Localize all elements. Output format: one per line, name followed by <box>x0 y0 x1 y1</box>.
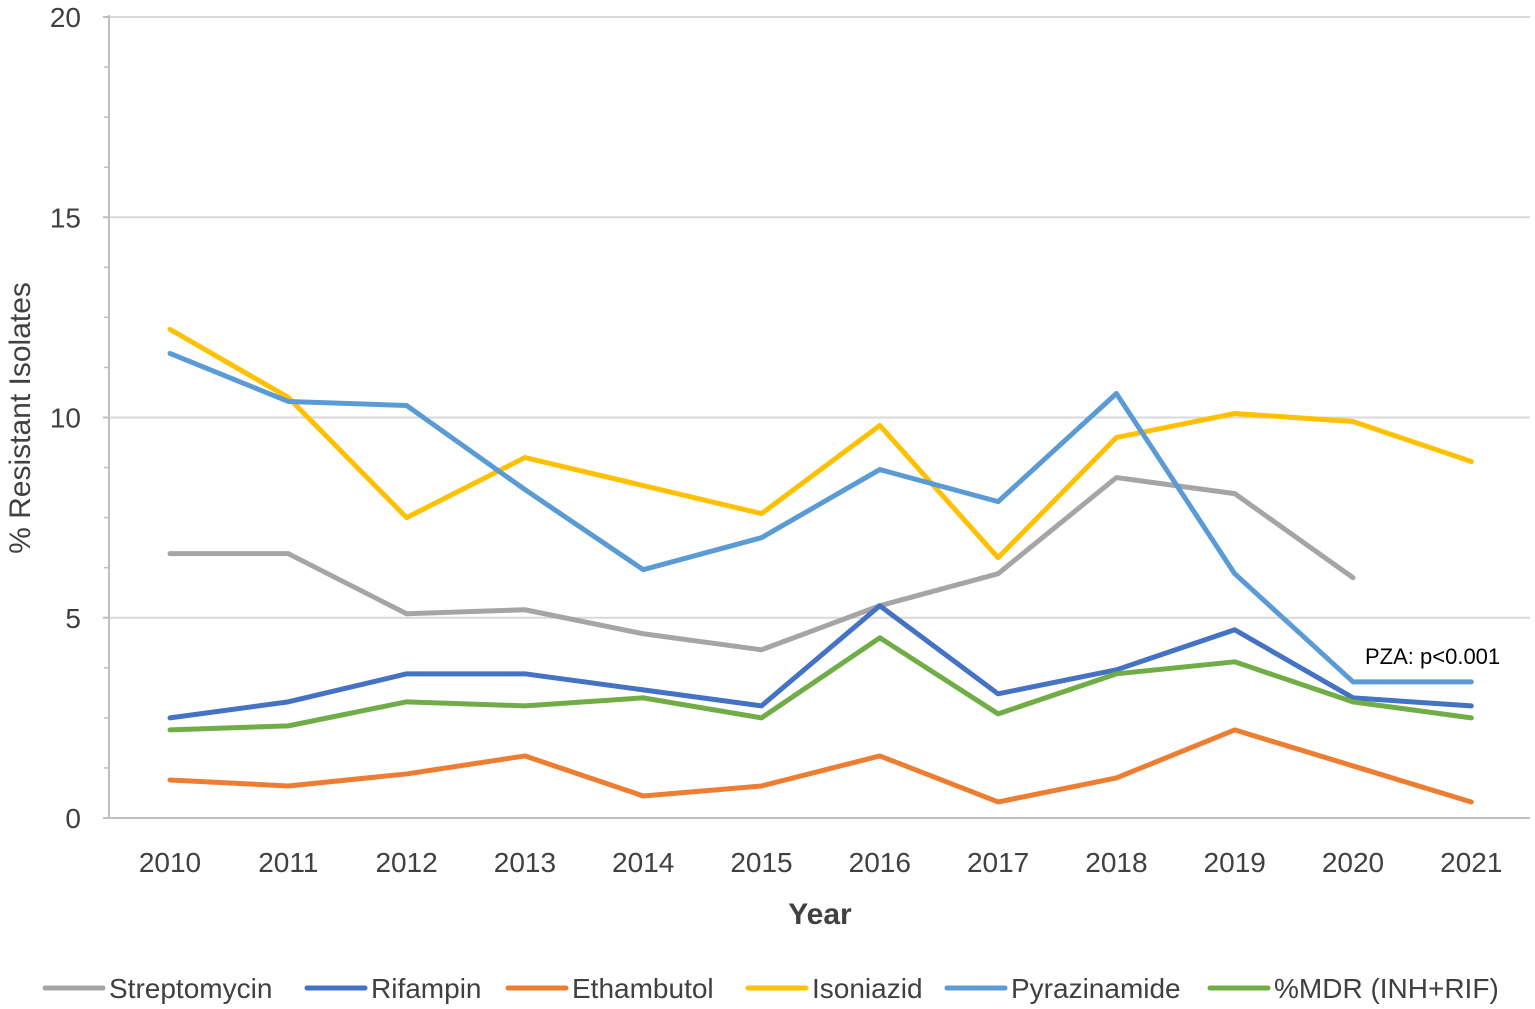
y-tick-label: 15 <box>50 202 81 233</box>
legend-label-streptomycin: Streptomycin <box>109 973 272 1004</box>
x-tick-label: 2011 <box>258 847 318 878</box>
x-axis-title: Year <box>788 898 852 931</box>
y-axis-title: % Resistant Isolates <box>4 282 37 554</box>
legend-label-isoniazid: Isoniazid <box>812 973 923 1004</box>
x-tick-label: 2014 <box>612 847 674 878</box>
x-tick-label: 2016 <box>849 847 911 878</box>
x-tick-label: 2015 <box>730 847 792 878</box>
gridlines <box>103 16 1530 819</box>
x-tick-label: 2019 <box>1204 847 1266 878</box>
x-tick-label: 2013 <box>494 847 556 878</box>
legend: Streptomycin Rifampin Ethambutol Isoniazid P… <box>42 973 1499 1004</box>
series-line-ethambutol <box>167 727 1474 805</box>
legend-label-mdr-inh-rif: %MDR (INH+RIF) <box>1274 973 1499 1004</box>
series-lines <box>167 326 1474 805</box>
x-tick-label: 2017 <box>967 847 1029 878</box>
series-line-mdr-inh-rif <box>167 635 1474 733</box>
x-tick-labels: 2010 2011 2012 2013 2014 2015 2016 2017 2018 2019… <box>139 847 1503 878</box>
annotations: PZA: p<0.001 <box>1365 644 1500 669</box>
y-tick-label: 10 <box>50 403 81 434</box>
series-line-streptomycin <box>167 475 1356 653</box>
series-line-rifampin <box>167 603 1474 721</box>
legend-label-ethambutol: Ethambutol <box>572 973 714 1004</box>
y-tick-labels: 0 5 10 15 20 <box>50 2 81 834</box>
y-tick-label: 0 <box>65 803 81 834</box>
x-tick-label: 2012 <box>375 847 437 878</box>
x-tick-label: 2018 <box>1085 847 1147 878</box>
legend-label-pyrazinamide: Pyrazinamide <box>1011 973 1181 1004</box>
x-tick-label: 2020 <box>1322 847 1384 878</box>
legend-label-rifampin: Rifampin <box>371 973 481 1004</box>
annotation-label: PZA: p<0.001 <box>1365 644 1500 669</box>
series-line-isoniazid <box>167 326 1474 561</box>
y-tick-label: 5 <box>65 603 81 634</box>
x-tick-label: 2010 <box>139 847 201 878</box>
y-tick-label: 20 <box>50 2 81 33</box>
series-line-pyrazinamide <box>167 350 1474 685</box>
x-tick-label: 2021 <box>1440 847 1502 878</box>
